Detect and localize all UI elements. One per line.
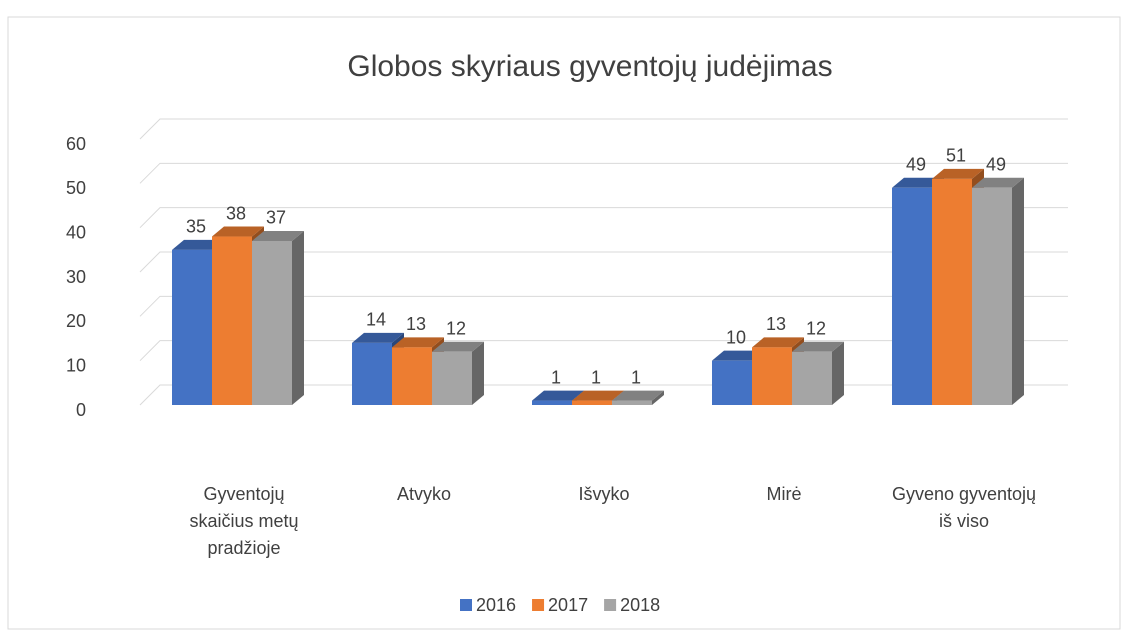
y-tick-label: 10 bbox=[66, 355, 86, 375]
data-label: 35 bbox=[186, 217, 206, 237]
x-tick-label: Mirė bbox=[767, 484, 802, 504]
bar-top bbox=[352, 332, 404, 343]
bar bbox=[252, 240, 292, 405]
x-tick-label: Atvyko bbox=[397, 484, 451, 504]
legend-label: 2018 bbox=[620, 595, 660, 615]
bar bbox=[172, 249, 212, 405]
bar bbox=[212, 236, 252, 405]
bar-side bbox=[1012, 177, 1024, 405]
x-tick-label: Gyveno gyventojų iš viso bbox=[892, 484, 1036, 531]
y-tick-label: 50 bbox=[66, 178, 86, 198]
y-tick-label: 30 bbox=[66, 267, 86, 287]
bar-top bbox=[172, 239, 224, 250]
bar-top bbox=[972, 177, 1024, 188]
data-label: 1 bbox=[591, 367, 601, 387]
data-label: 51 bbox=[946, 146, 966, 166]
y-tick-label: 40 bbox=[66, 222, 86, 242]
bar-top bbox=[752, 337, 804, 348]
bar bbox=[972, 187, 1012, 405]
bar-top bbox=[612, 390, 664, 401]
bar-top bbox=[712, 350, 764, 361]
bar bbox=[752, 347, 792, 405]
bar-side bbox=[292, 230, 304, 405]
bar-top bbox=[432, 341, 484, 352]
grid-line bbox=[139, 162, 1068, 184]
x-tick-label: Išvyko bbox=[578, 484, 629, 504]
bar-top bbox=[572, 390, 624, 401]
bar bbox=[392, 347, 432, 405]
data-label: 12 bbox=[446, 319, 466, 339]
grid-line bbox=[139, 207, 1068, 229]
data-label: 13 bbox=[406, 314, 426, 334]
data-label: 1 bbox=[631, 367, 641, 387]
bar-top bbox=[892, 177, 944, 188]
grid-line bbox=[139, 118, 1068, 140]
data-label: 38 bbox=[226, 203, 246, 223]
grid-line bbox=[139, 295, 1068, 317]
bar-top bbox=[392, 337, 444, 348]
grid-line bbox=[139, 251, 1068, 273]
bar bbox=[532, 400, 572, 405]
legend-swatch bbox=[532, 599, 545, 611]
bar bbox=[932, 178, 972, 405]
chart-title: Globos skyriaus gyventojų judėjimas bbox=[347, 50, 832, 83]
data-label: 1 bbox=[551, 367, 561, 387]
legend-label: 2016 bbox=[476, 595, 516, 615]
data-label: 49 bbox=[906, 155, 926, 175]
legend-label: 2017 bbox=[548, 595, 588, 615]
data-label: 10 bbox=[726, 327, 746, 347]
bar bbox=[792, 351, 832, 405]
data-label: 49 bbox=[986, 155, 1006, 175]
y-tick-label: 0 bbox=[76, 400, 86, 420]
bar-side bbox=[472, 341, 484, 405]
data-label: 37 bbox=[266, 208, 286, 228]
bar-top bbox=[792, 341, 844, 352]
bar-side bbox=[652, 390, 664, 405]
bar bbox=[432, 351, 472, 405]
bar-top bbox=[932, 168, 984, 179]
bar-side bbox=[832, 341, 844, 405]
y-tick-label: 20 bbox=[66, 311, 86, 331]
y-tick-label: 60 bbox=[66, 134, 86, 154]
legend-swatch bbox=[604, 599, 617, 611]
bar bbox=[572, 400, 612, 405]
x-tick-label: Gyventojų skaičius metų pradžioje bbox=[189, 484, 298, 558]
data-label: 13 bbox=[766, 314, 786, 334]
bar bbox=[352, 342, 392, 405]
bar bbox=[892, 187, 932, 405]
bar-top bbox=[212, 226, 264, 237]
data-label: 14 bbox=[366, 310, 386, 330]
bar-top bbox=[532, 390, 584, 401]
bar bbox=[612, 400, 652, 405]
data-label: 12 bbox=[806, 319, 826, 339]
legend-swatch bbox=[460, 599, 472, 611]
bar-top bbox=[252, 230, 304, 241]
bar bbox=[712, 360, 752, 405]
